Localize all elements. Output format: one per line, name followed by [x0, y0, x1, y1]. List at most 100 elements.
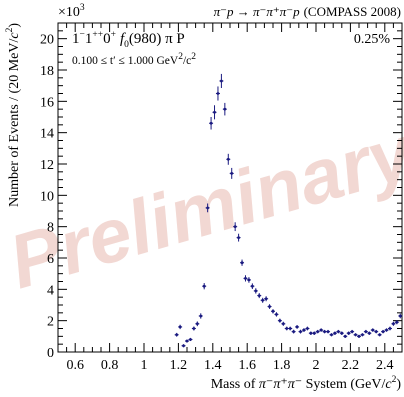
x-tick-label: 0.8: [101, 358, 119, 373]
data-point: [357, 334, 361, 338]
data-point: [260, 297, 265, 303]
data-point: [301, 328, 306, 332]
data-point: [233, 222, 238, 232]
data-point: [350, 329, 355, 334]
data-point: [274, 312, 279, 317]
data-point: [271, 309, 275, 314]
x-tick-label: 1.4: [204, 358, 222, 373]
y-tick-label: 6: [47, 252, 54, 267]
y-tick-label: 10: [40, 189, 54, 204]
data-point: [174, 332, 179, 337]
data-point: [222, 102, 227, 116]
data-point: [195, 321, 200, 327]
data-point: [181, 344, 186, 348]
data-point: [305, 326, 310, 331]
y-multiplier: ×103: [58, 3, 85, 20]
data-point: [398, 313, 403, 319]
data-point: [360, 333, 365, 337]
data-point: [308, 331, 313, 335]
data-point: [257, 293, 262, 299]
data-point: [277, 318, 282, 323]
wave-label: 1−1++0+ f0(980) π P: [72, 30, 185, 50]
data-point: [326, 329, 331, 334]
data-point: [191, 326, 196, 331]
watermark-text: Preliminary: [0, 109, 404, 306]
data-point: [226, 153, 231, 165]
data-point: [339, 331, 344, 335]
data-point: [384, 328, 389, 332]
data-point: [295, 325, 300, 329]
data-series: [174, 73, 403, 348]
data-point: [253, 288, 258, 294]
data-point: [205, 203, 210, 213]
data-point: [332, 331, 337, 335]
y-axis-title: Number of Events / (20 MeV/c2): [5, 23, 22, 207]
x-tick-label: 1: [141, 358, 148, 373]
x-tick-label: 2.4: [376, 358, 394, 373]
x-tick-label: 1.8: [273, 358, 291, 373]
y-tick-label: 14: [40, 127, 54, 142]
data-point: [370, 328, 375, 332]
data-point: [312, 331, 317, 335]
data-point: [346, 331, 351, 335]
data-point: [381, 329, 386, 334]
data-point: [215, 86, 220, 101]
data-point: [374, 329, 379, 334]
data-point: [387, 326, 392, 331]
data-point: [322, 329, 327, 334]
data-point: [363, 329, 368, 334]
y-tick-label: 0: [47, 346, 54, 361]
data-point: [240, 259, 245, 266]
y-tick-label: 20: [40, 33, 54, 48]
data-point: [367, 331, 372, 335]
data-point: [377, 333, 382, 337]
data-point: [391, 321, 396, 326]
x-tick-label: 2.2: [342, 358, 360, 373]
data-point: [212, 105, 217, 120]
data-point: [329, 333, 334, 337]
data-point: [284, 326, 289, 331]
data-point: [291, 329, 296, 334]
data-point: [264, 296, 269, 302]
x-tick-labels: 0.6 0.8 1 1.2 1.4 1.6 1.8 2 2.2 2.4: [66, 358, 393, 373]
data-point: [281, 321, 286, 326]
data-point: [394, 320, 399, 325]
data-point: [343, 334, 348, 338]
reaction-title: π⁻p → π⁻π⁺π⁻p (COMPASS 2008): [214, 4, 401, 19]
data-point: [198, 313, 203, 319]
data-point: [219, 73, 224, 89]
data-point: [267, 304, 272, 309]
x-tick-label: 2: [313, 358, 320, 373]
data-point: [185, 339, 189, 343]
y-tick-labels: 0 2 4 6 8 10 12 14 16 18 20: [40, 33, 54, 361]
x-tick-label: 1.6: [238, 358, 256, 373]
data-point: [188, 337, 193, 342]
x-tick-label: 1.2: [170, 358, 188, 373]
data-point: [288, 326, 293, 331]
data-point: [250, 283, 255, 290]
data-point: [209, 117, 214, 130]
data-point: [236, 233, 241, 242]
data-point: [243, 275, 248, 282]
data-point: [202, 283, 207, 290]
y-tick-label: 16: [40, 95, 54, 110]
data-point: [315, 329, 320, 334]
y-tick-label: 4: [47, 283, 54, 298]
y-tick-label: 2: [47, 315, 54, 330]
data-point: [298, 329, 303, 334]
data-point: [246, 277, 251, 283]
data-point: [353, 333, 358, 337]
y-tick-label: 12: [40, 158, 54, 173]
x-axis-title: Mass of π⁻π⁺π⁻ System (GeV/c2): [211, 375, 402, 392]
tprime-range: 0.100 ≤ t′ ≤ 1.000 GeV2/c2: [72, 52, 196, 67]
axis-ticks: [57, 22, 403, 353]
data-point: [178, 324, 183, 330]
x-tick-label: 0.6: [66, 358, 84, 373]
y-tick-label: 8: [47, 221, 54, 236]
data-point: [336, 329, 341, 334]
y-tick-label: 18: [40, 64, 54, 79]
data-point: [319, 328, 324, 332]
data-point: [229, 167, 234, 179]
